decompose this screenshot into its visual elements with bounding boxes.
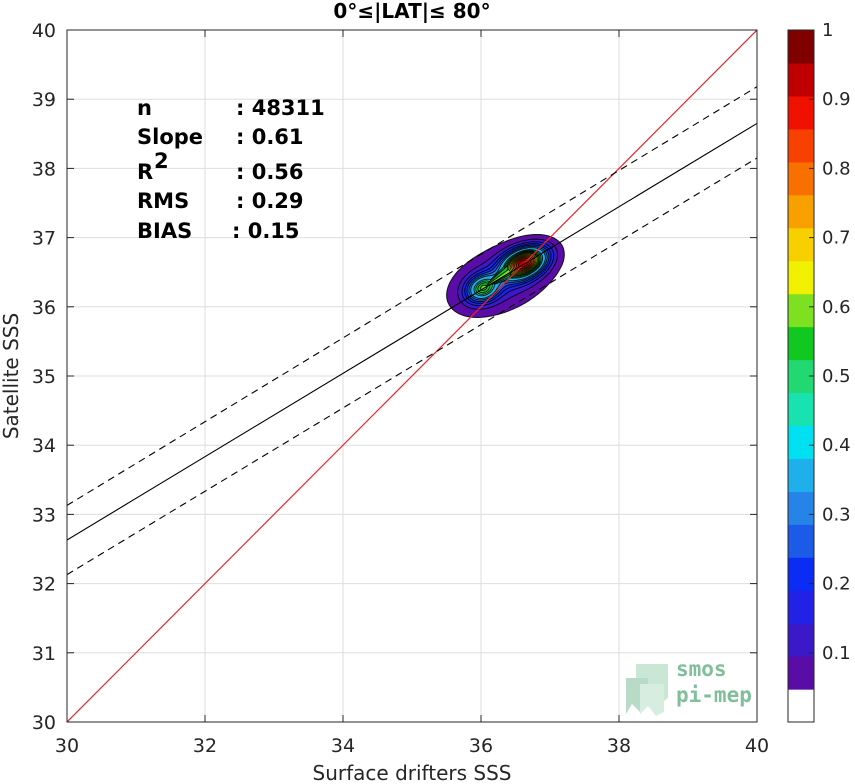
y-tick-label-0: 30 — [32, 712, 56, 734]
colorbar-swatch-4 — [788, 557, 814, 591]
y-tick-label-2: 32 — [32, 574, 56, 596]
logo-line2: pi-mep — [676, 683, 752, 707]
stat-value-4: : 0.15 — [232, 219, 300, 243]
colorbar-tick-label-8: 0.9 — [822, 89, 851, 110]
colorbar-swatch-6 — [788, 491, 814, 525]
y-tick-label-7: 37 — [32, 228, 56, 250]
x-axis-label: Surface drifters SSS — [313, 761, 512, 784]
stat-label-0: n — [137, 96, 152, 120]
regression-lines — [67, 30, 757, 722]
chart-title: 0°≤|LAT|≤ 80° — [333, 0, 490, 23]
colorbar-tick-label-1: 0.2 — [822, 574, 851, 595]
colorbar-swatch-3 — [788, 590, 814, 624]
y-axis-ticks: 30 31 32 33 34 35 36 37 38 39 40 — [32, 20, 757, 734]
stat-value-3: : 0.29 — [236, 189, 304, 213]
x-tick-label-2: 34 — [331, 735, 355, 757]
stat-value-2: : 0.56 — [236, 160, 304, 184]
colorbar-swatch-17 — [788, 128, 814, 163]
smos-pi-mep-logo: smos pi-mep — [626, 657, 752, 716]
stats-box: n : 48311 Slope : 0.61 R 2 : 0.56 RMS : 0.29 BIAS… — [137, 96, 325, 243]
y-tick-label-4: 34 — [32, 435, 56, 457]
grid — [66, 29, 758, 723]
stat-sup-2: 2 — [154, 149, 169, 173]
colorbar-tick-label-6: 0.7 — [822, 228, 851, 249]
colorbar-swatch-13 — [788, 260, 814, 295]
colorbar-swatch-5 — [788, 524, 814, 558]
x-tick-label-3: 36 — [469, 735, 493, 757]
y-tick-label-10: 40 — [32, 20, 56, 42]
colorbar-tick-label-2: 0.3 — [822, 504, 851, 525]
colorbar-tick-label-3: 0.4 — [822, 435, 851, 456]
x-tick-label-1: 32 — [193, 735, 217, 757]
colorbar-tick-label-4: 0.5 — [822, 366, 851, 387]
stat-label-1: Slope — [137, 125, 203, 149]
colorbar-swatch-15 — [788, 194, 814, 229]
y-tick-label-1: 31 — [32, 643, 56, 665]
colorbar: 0.1 0.2 0.3 0.4 0.5 0.6 0.7 0.8 0.9 1 — [787, 20, 851, 723]
colorbar-swatch-9 — [788, 392, 814, 427]
colorbar-swatch-0 — [788, 689, 814, 723]
colorbar-swatch-14 — [788, 227, 814, 262]
stat-value-0: : 48311 — [236, 96, 325, 120]
stat-value-1: : 0.61 — [236, 125, 304, 149]
y-tick-label-9: 39 — [32, 89, 56, 111]
colorbar-swatch-12 — [788, 293, 814, 328]
identity-line — [67, 30, 757, 722]
logo-line1: smos — [676, 657, 727, 681]
stat-label-4: BIAS — [137, 219, 192, 243]
y-tick-label-6: 36 — [32, 297, 56, 319]
colorbar-tick-label-7: 0.8 — [822, 158, 851, 179]
fit-line — [67, 122, 757, 541]
x-tick-label-0: 30 — [55, 735, 79, 757]
y-tick-label-8: 38 — [32, 158, 56, 180]
colorbar-tick-label-9: 1 — [822, 20, 833, 41]
colorbar-swatch-2 — [788, 623, 814, 657]
colorbar-swatch-16 — [788, 161, 814, 196]
y-tick-label-5: 35 — [32, 366, 56, 388]
logo-mark-icon — [626, 664, 668, 716]
x-tick-label-5: 40 — [745, 735, 769, 757]
colorbar-swatch-7 — [788, 458, 814, 492]
fit-upper-bound-line — [67, 86, 757, 506]
colorbar-swatch-1 — [788, 656, 814, 690]
colorbar-swatch-18 — [788, 95, 814, 130]
stat-label-3: RMS — [137, 189, 189, 213]
x-tick-label-4: 38 — [607, 735, 631, 757]
colorbar-swatch-8 — [788, 425, 814, 459]
y-tick-label-3: 33 — [32, 504, 56, 526]
colorbar-swatch-20 — [788, 30, 814, 64]
colorbar-tick-label-5: 0.6 — [822, 297, 851, 318]
y-axis-label: Satellite SSS — [0, 313, 23, 439]
colorbar-tick-label-0: 0.1 — [822, 643, 851, 664]
colorbar-swatch-11 — [788, 326, 814, 361]
fit-lower-bound-line — [67, 157, 757, 576]
x-axis-ticks: 30 32 34 36 38 40 — [55, 30, 769, 757]
colorbar-swatch-19 — [788, 62, 814, 97]
stat-label-2: R — [137, 160, 153, 184]
